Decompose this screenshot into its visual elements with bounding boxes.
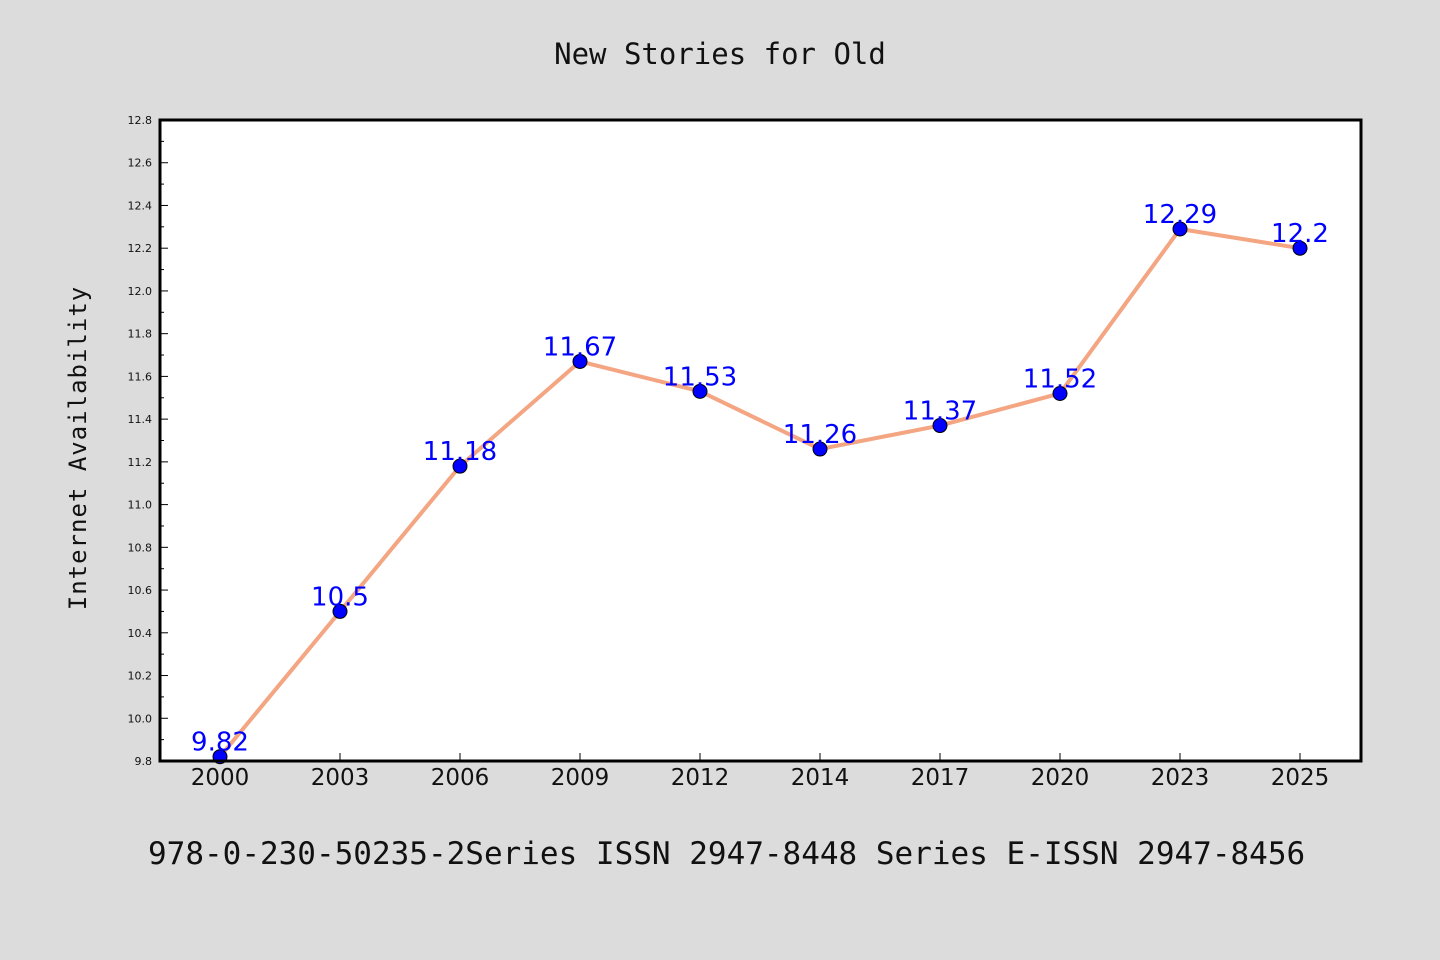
data-label: 11.52	[1023, 364, 1097, 394]
y-tick-label: 12.8	[128, 114, 153, 127]
x-tick-label: 2017	[911, 765, 970, 791]
data-point-marker	[932, 418, 948, 434]
y-tick-label: 10.0	[128, 712, 153, 725]
data-point-marker	[692, 383, 708, 399]
chart-title: New Stories for Old	[554, 37, 886, 71]
y-tick-label: 12.0	[128, 285, 153, 298]
plot-area	[160, 120, 1361, 761]
x-tick-label: 2025	[1271, 765, 1330, 791]
data-label: 12.2	[1271, 219, 1329, 249]
y-tick-label: 11.0	[128, 499, 153, 512]
x-tick-label: 2023	[1151, 765, 1210, 791]
data-point-marker	[812, 441, 828, 457]
y-tick-label: 12.6	[128, 157, 153, 170]
y-tick-label: 10.2	[128, 670, 153, 683]
x-axis: 2000 2003 2006 2009 2012 2014 2017 2020 2023 2025	[191, 753, 1330, 791]
data-markers	[212, 221, 1308, 765]
y-tick-label: 11.2	[128, 456, 153, 469]
x-tick-label: 2020	[1031, 765, 1090, 791]
data-point-marker	[572, 353, 588, 369]
data-label: 11.37	[903, 397, 977, 427]
y-tick-label: 12.2	[128, 242, 153, 255]
data-point-marker	[1172, 221, 1188, 237]
y-tick-label: 10.8	[128, 541, 153, 554]
y-tick-label: 10.4	[128, 627, 153, 640]
y-tick-label: 11.6	[128, 370, 153, 383]
x-tick-label: 2012	[671, 765, 730, 791]
y-tick-label: 11.4	[128, 413, 153, 426]
series-line	[218, 226, 1301, 759]
data-label: 12.29	[1143, 200, 1217, 230]
data-label: 11.53	[663, 362, 737, 392]
y-tick-label: 9.8	[135, 755, 153, 768]
plot-frame	[158, 118, 1363, 763]
data-point-marker	[1052, 385, 1068, 401]
x-tick-label: 2000	[191, 765, 250, 791]
data-point-marker	[452, 458, 468, 474]
footer-isbn-text: 978-0-230-50235-2Series ISSN 2947-8448 S…	[148, 836, 1305, 872]
y-tick-label: 12.4	[128, 199, 153, 212]
data-label: 11.26	[783, 420, 857, 450]
x-tick-label: 2006	[431, 765, 490, 791]
y-tick-label: 11.8	[128, 328, 153, 341]
data-label: 10.5	[311, 582, 369, 612]
data-point-marker	[1292, 240, 1308, 256]
data-label: 11.18	[423, 437, 497, 467]
x-tick-label: 2003	[311, 765, 370, 791]
data-label: 11.67	[543, 332, 617, 362]
data-labels: 9.82 10.5 11.18 11.67 11.53 11.26 11.37 11.52 12…	[191, 200, 1329, 758]
y-tick-label: 10.6	[128, 584, 153, 597]
data-point-marker	[332, 603, 348, 619]
x-tick-label: 2009	[551, 765, 610, 791]
x-tick-label: 2014	[791, 765, 850, 791]
y-axis-label: Internet Availability	[64, 286, 92, 610]
y-axis: 9.8 10.0 10.2 10.4 10.6 10.8 11.0 11.2 11.4 11.6 1…	[128, 114, 168, 768]
data-label: 9.82	[191, 728, 249, 758]
